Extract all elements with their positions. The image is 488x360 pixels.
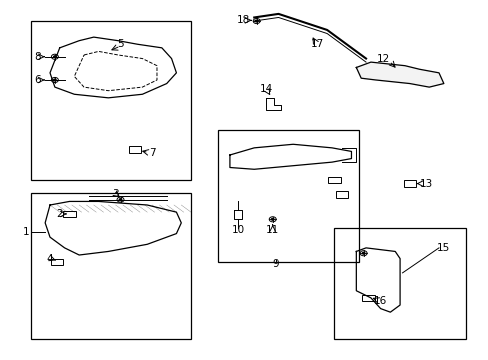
Text: 3: 3 — [112, 189, 119, 199]
Text: 4: 4 — [46, 253, 53, 264]
Circle shape — [362, 252, 364, 254]
Bar — [217, 130, 358, 262]
Polygon shape — [356, 62, 443, 87]
Bar — [51, 259, 63, 265]
Bar — [30, 193, 191, 339]
Text: 10: 10 — [231, 225, 244, 235]
Text: 8: 8 — [35, 52, 41, 62]
Circle shape — [54, 56, 56, 58]
Circle shape — [54, 79, 56, 81]
Text: 12: 12 — [376, 54, 389, 64]
Bar — [334, 228, 465, 339]
Text: 6: 6 — [35, 75, 41, 85]
Bar — [63, 211, 75, 217]
Text: 7: 7 — [148, 148, 155, 158]
Text: 1: 1 — [22, 227, 29, 237]
Text: 18: 18 — [236, 15, 249, 25]
Text: 5: 5 — [117, 39, 123, 49]
Bar — [129, 147, 141, 153]
Text: 16: 16 — [373, 296, 386, 306]
Bar — [335, 191, 347, 198]
Bar — [30, 21, 191, 180]
Text: 13: 13 — [419, 179, 432, 189]
Circle shape — [119, 199, 122, 201]
Text: 9: 9 — [272, 259, 279, 269]
Bar — [362, 295, 374, 301]
Circle shape — [271, 219, 273, 220]
Circle shape — [255, 20, 257, 22]
Bar — [328, 177, 340, 183]
Text: 2: 2 — [56, 209, 63, 219]
Text: 11: 11 — [265, 225, 279, 235]
Text: 17: 17 — [310, 39, 324, 49]
Text: 15: 15 — [436, 243, 449, 253]
Text: 14: 14 — [259, 84, 272, 94]
Bar — [403, 180, 415, 187]
